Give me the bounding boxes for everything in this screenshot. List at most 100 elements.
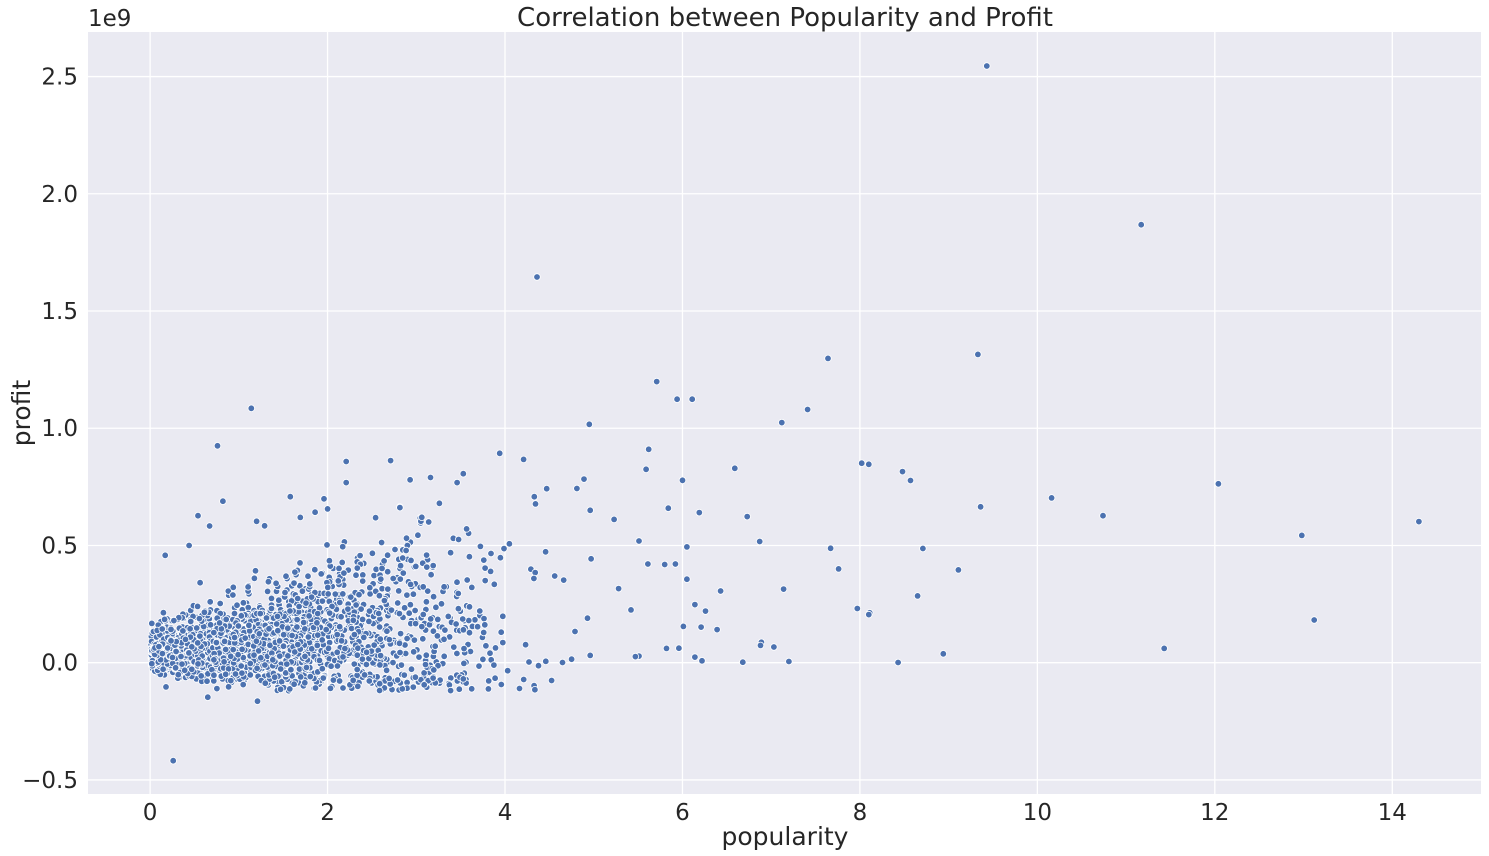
x-tick-labels: 0 2 4 6 8 10 12 14: [143, 800, 1407, 826]
data-point: [333, 630, 341, 639]
data-point: [239, 599, 248, 607]
data-point: [402, 546, 410, 555]
data-point: [411, 619, 420, 628]
data-point: [302, 663, 311, 672]
data-point: [481, 621, 489, 629]
data-point: [290, 579, 298, 587]
data-point: [244, 583, 252, 591]
data-point: [435, 499, 444, 507]
data-point: [671, 560, 680, 568]
data-point: [434, 615, 442, 624]
data-point: [300, 618, 308, 627]
data-point: [587, 555, 595, 563]
data-point: [1298, 531, 1306, 540]
data-point: [419, 583, 427, 591]
data-point: [172, 647, 180, 656]
data-point: [675, 644, 683, 652]
data-point: [286, 685, 294, 693]
data-point: [410, 636, 419, 644]
data-point: [193, 602, 202, 611]
data-point: [778, 418, 786, 427]
data-point: [403, 634, 411, 643]
data-point: [315, 656, 324, 665]
data-point: [301, 679, 309, 687]
data-point: [159, 665, 167, 673]
data-point: [163, 644, 172, 652]
data-point: [491, 644, 500, 652]
data-point: [224, 587, 232, 595]
data-point: [1214, 480, 1223, 488]
data-point: [250, 651, 258, 659]
data-point: [482, 642, 490, 650]
data-point: [286, 607, 294, 615]
data-point: [276, 685, 285, 693]
data-point: [336, 598, 344, 607]
data-point: [311, 566, 319, 574]
data-point: [1310, 616, 1318, 624]
data-point: [919, 544, 927, 553]
data-point: [325, 557, 334, 565]
data-point: [349, 676, 357, 684]
data-point: [349, 616, 357, 624]
data-point: [257, 654, 265, 662]
data-point: [444, 612, 452, 621]
data-point: [206, 621, 215, 629]
data-point: [335, 677, 344, 685]
data-point: [170, 616, 178, 625]
data-point: [291, 568, 299, 576]
data-point: [357, 605, 365, 613]
data-point: [440, 652, 448, 660]
data-point: [181, 635, 190, 644]
data-point: [662, 644, 671, 653]
data-point: [731, 464, 739, 472]
data-point: [499, 612, 507, 620]
data-point: [313, 641, 321, 650]
data-point: [174, 671, 182, 679]
data-point: [339, 590, 347, 598]
data-point: [168, 653, 177, 662]
data-point: [238, 645, 246, 653]
data-point: [216, 599, 224, 608]
data-point: [1415, 517, 1423, 526]
data-point: [179, 627, 187, 635]
data-point: [459, 626, 468, 634]
data-point: [354, 682, 362, 690]
y-offset-label: 1e9: [88, 6, 131, 32]
data-point: [302, 599, 310, 607]
data-point: [358, 655, 367, 663]
data-point: [246, 659, 254, 668]
data-point: [324, 644, 333, 652]
y-axis-label: profit: [7, 380, 36, 447]
data-point: [377, 575, 385, 583]
data-point: [697, 623, 705, 631]
data-point: [454, 605, 463, 613]
data-point: [158, 649, 167, 658]
data-point: [756, 641, 765, 650]
data-point: [385, 674, 393, 683]
data-point: [355, 591, 363, 599]
data-point: [376, 635, 384, 643]
data-point: [192, 624, 201, 632]
data-point: [481, 576, 489, 585]
x-tick-label: 0: [143, 800, 158, 826]
data-point: [295, 602, 303, 611]
data-point: [304, 633, 313, 641]
data-point: [353, 651, 361, 659]
data-point: [383, 551, 392, 559]
data-point: [683, 575, 691, 583]
data-point: [1137, 220, 1145, 229]
data-point: [410, 648, 418, 656]
data-point: [265, 625, 273, 633]
data-point: [743, 512, 751, 521]
data-point: [826, 544, 835, 552]
data-point: [318, 665, 326, 673]
data-point: [275, 596, 283, 604]
data-point: [205, 522, 214, 530]
data-point: [318, 597, 327, 605]
data-point: [267, 604, 276, 613]
data-point: [614, 584, 623, 593]
data-point: [273, 612, 282, 621]
data-point: [531, 686, 539, 694]
data-point: [480, 628, 488, 637]
data-point: [220, 658, 228, 666]
